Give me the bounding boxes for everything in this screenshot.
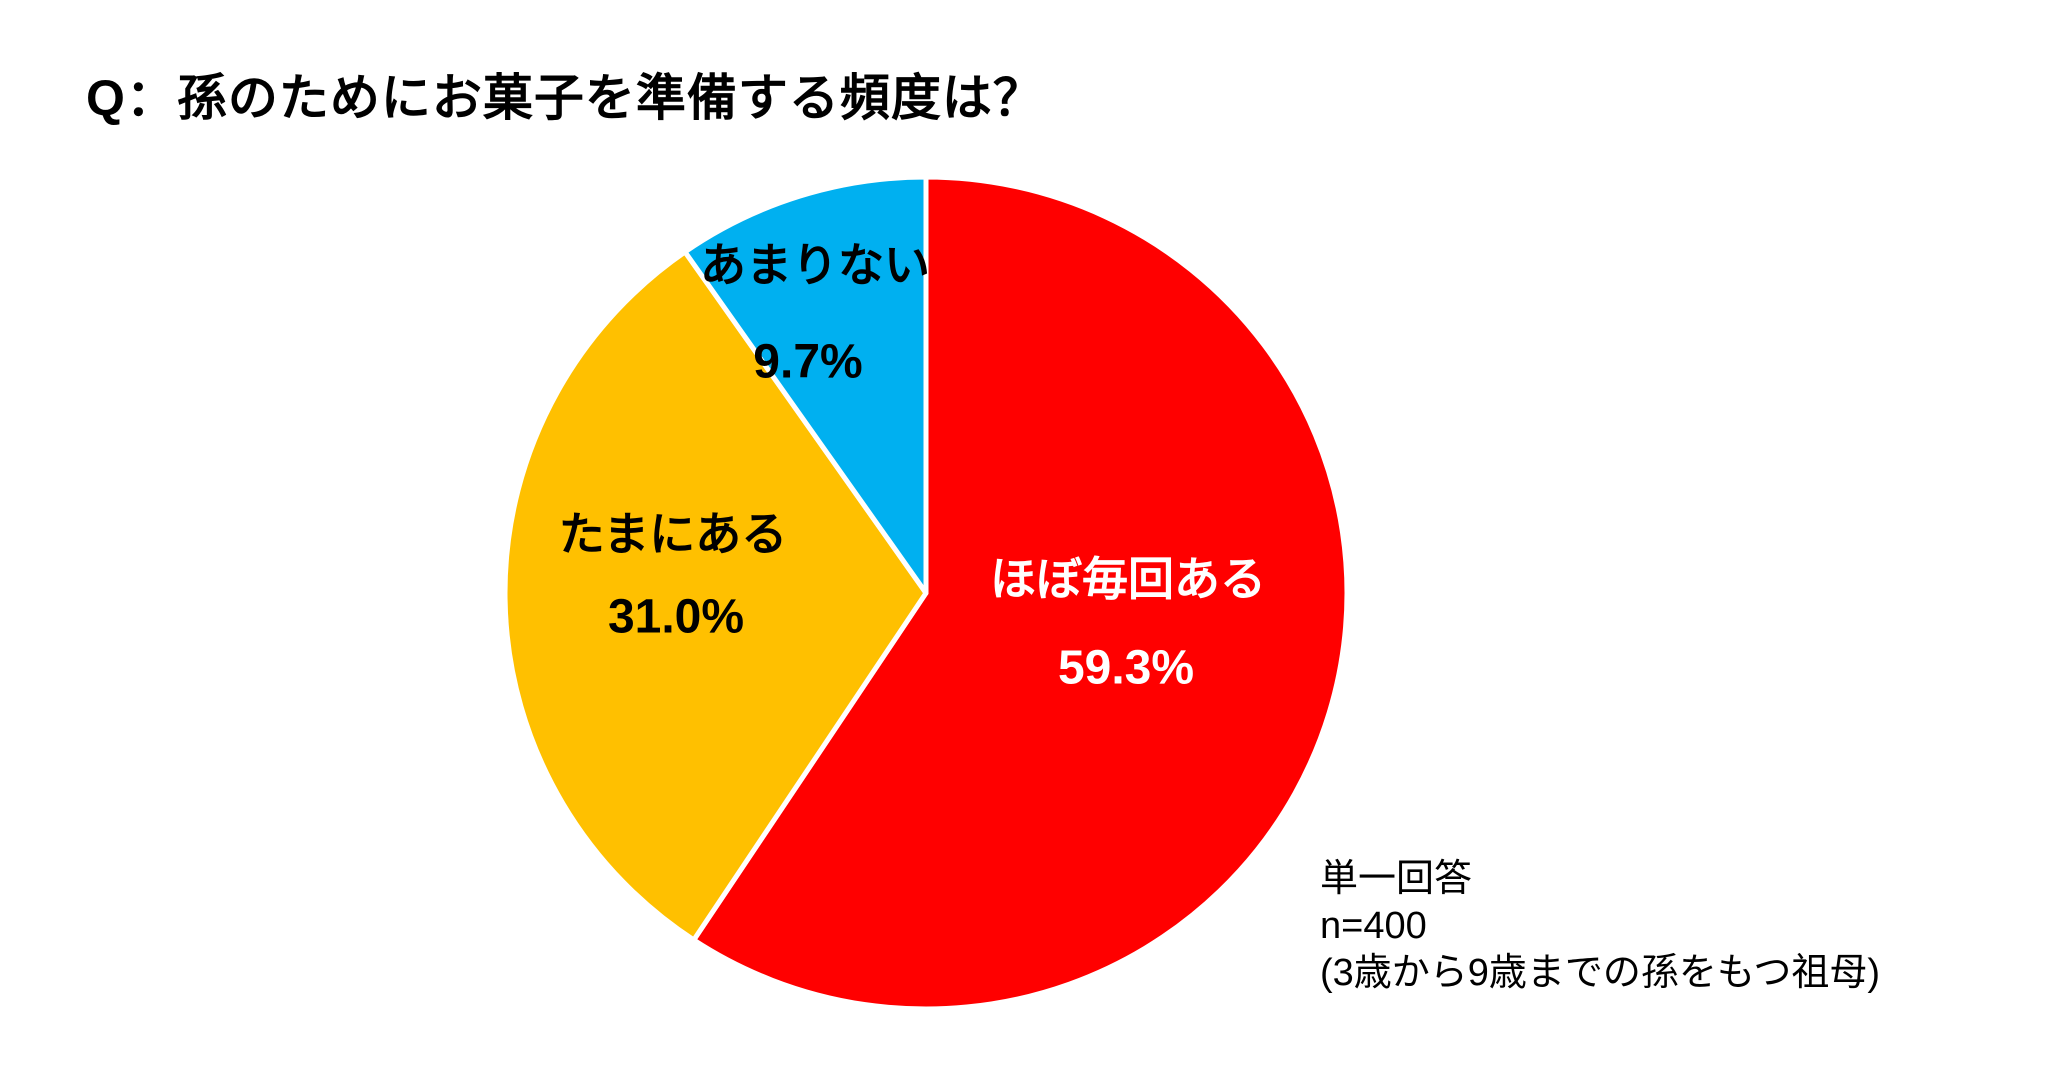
pie-slice-percent-sometimes: 31.0% xyxy=(607,590,745,644)
chart-question-title: Q：孫のためにお菓子を準備する頻度は？ xyxy=(86,70,1044,126)
survey-note-answer-type: 単一回答 xyxy=(1320,858,1473,900)
pie-slice-percent-almost-every-time: 59.3% xyxy=(1057,641,1195,695)
pie-slice-label-sometimes: たまにある xyxy=(558,508,788,560)
survey-note-respondents: (3歳から9歳までの孫をもつ祖母) xyxy=(1320,952,1881,994)
pie-slice-1 xyxy=(502,249,929,943)
pie-slice-2 xyxy=(682,174,929,596)
survey-note: 単一回答 n=400 (3歳から9歳までの孫をもつ祖母) xyxy=(1320,856,1880,997)
pie-slice-label-rarely: あまりない xyxy=(700,239,930,291)
survey-note-sample-size: n=400 xyxy=(1320,905,1427,947)
pie-slice-label-almost-every-time: ほぼ毎回ある xyxy=(990,553,1266,605)
pie-slice-percent-rarely: 9.7% xyxy=(753,335,863,389)
pie-slice-0 xyxy=(691,174,1350,1012)
